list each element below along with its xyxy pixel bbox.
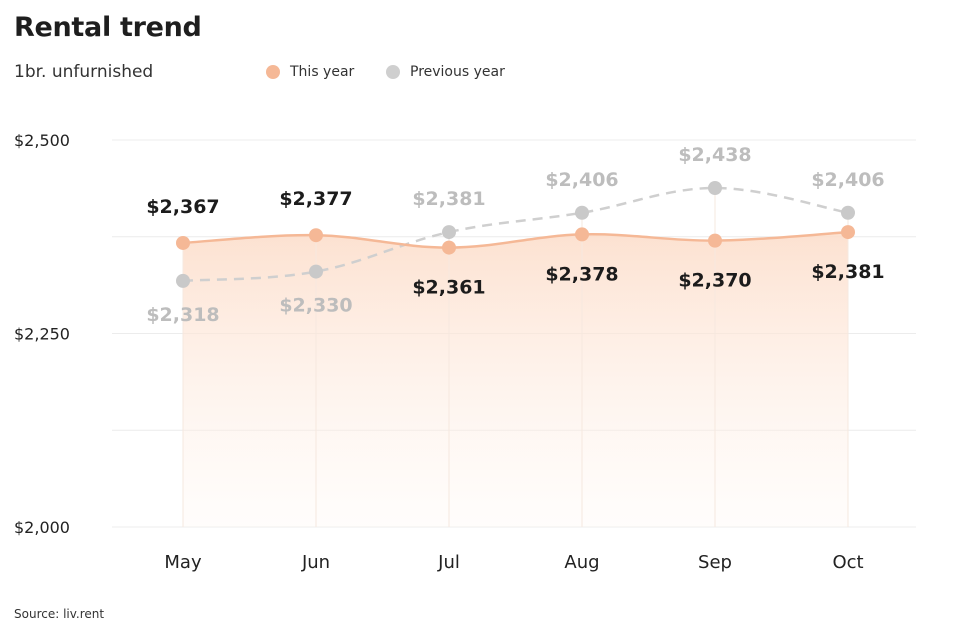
previous-year-data-label: $2,381	[412, 188, 485, 210]
this-year-point	[575, 227, 589, 242]
this-year-point	[841, 225, 855, 240]
previous-year-point	[442, 225, 456, 240]
this-year-data-label: $2,370	[678, 270, 751, 292]
this-year-data-label: $2,381	[811, 261, 884, 283]
legend-swatch-this-year	[266, 65, 280, 79]
x-tick-label: Aug	[564, 552, 599, 573]
previous-year-data-label: $2,406	[545, 169, 618, 191]
y-tick-label: $2,000	[14, 518, 70, 537]
legend-label-previous-year: Previous year	[410, 64, 505, 80]
this-year-data-label: $2,361	[412, 277, 485, 299]
previous-year-point	[575, 205, 589, 220]
x-tick-label: Oct	[832, 552, 863, 573]
this-year-data-label: $2,378	[545, 263, 618, 285]
previous-year-data-label: $2,406	[811, 169, 884, 191]
previous-year-point	[708, 180, 722, 195]
this-year-data-label: $2,377	[279, 188, 352, 210]
previous-year-data-label: $2,318	[146, 304, 219, 326]
previous-year-data-label: $2,330	[279, 295, 352, 317]
this-year-area	[183, 232, 848, 527]
chart-title: Rental trend	[14, 12, 202, 43]
y-tick-label: $2,500	[14, 131, 70, 150]
this-year-line	[182, 230, 849, 249]
source-note: Source: liv.rent	[14, 607, 105, 621]
legend-label-this-year: This year	[290, 64, 355, 80]
this-year-data-label: $2,367	[146, 196, 219, 218]
chart-subtitle: 1br. unfurnished	[14, 62, 154, 82]
previous-year-point	[841, 205, 855, 220]
legend-item-previous-year: Previous year	[386, 64, 505, 80]
this-year-point	[708, 233, 722, 248]
legend-swatch-previous-year	[386, 65, 400, 79]
x-tick-label: Jul	[437, 552, 460, 573]
this-year-point	[309, 228, 323, 243]
x-tick-label: Sep	[698, 552, 732, 573]
previous-year-point	[176, 273, 190, 288]
legend-item-this-year: This year	[266, 64, 354, 80]
this-year-point	[442, 240, 456, 255]
this-year-point	[176, 235, 190, 250]
x-tick-label: Jun	[301, 552, 330, 573]
x-tick-label: May	[164, 552, 202, 573]
previous-year-point	[309, 264, 323, 279]
y-tick-label: $2,250	[14, 325, 70, 344]
previous-year-data-label: $2,438	[678, 144, 751, 166]
